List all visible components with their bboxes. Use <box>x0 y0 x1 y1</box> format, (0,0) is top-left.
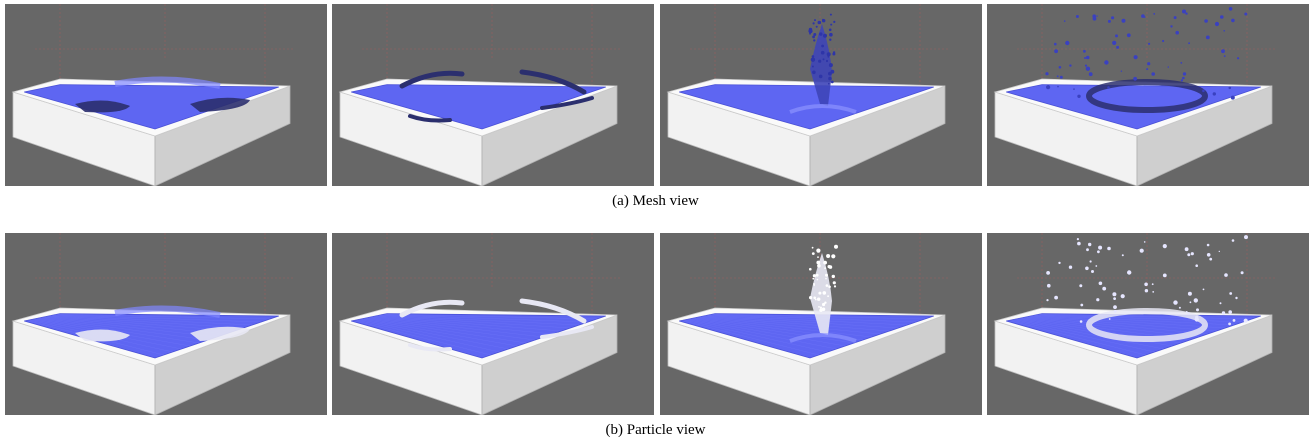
particle-view-frame-4 <box>987 233 1309 415</box>
mesh-view-frame-2 <box>332 4 654 186</box>
particle-view-frame-3 <box>660 233 982 415</box>
figure-caption-particle-view: (b) Particle view <box>605 422 706 438</box>
mesh-view-frame-1 <box>5 4 327 186</box>
simulation-render <box>666 233 950 415</box>
simulation-render <box>338 233 622 415</box>
particle-view-frame-1 <box>5 233 327 415</box>
simulation-render <box>11 233 295 415</box>
mesh-view-frame-3 <box>660 4 982 186</box>
simulation-render <box>338 4 622 186</box>
particle-view-frame-2 <box>332 233 654 415</box>
mesh-view-frame-4 <box>987 4 1309 186</box>
simulation-render <box>666 4 950 186</box>
figure-caption-mesh-view: (a) Mesh view <box>612 193 699 209</box>
simulation-render <box>993 233 1277 415</box>
simulation-render <box>993 4 1277 186</box>
simulation-render <box>11 4 295 186</box>
